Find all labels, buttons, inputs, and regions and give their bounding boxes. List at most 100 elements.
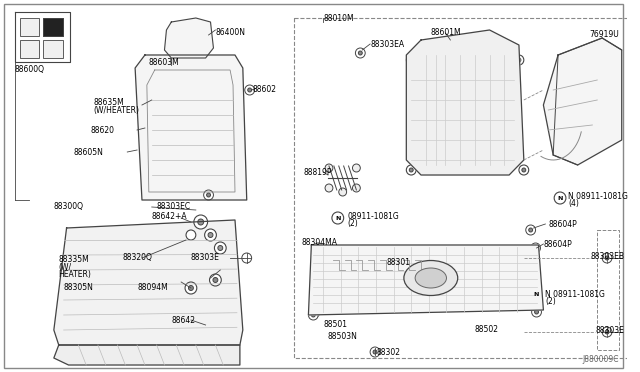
Circle shape xyxy=(409,58,413,62)
Text: 88503N: 88503N xyxy=(328,332,358,341)
Circle shape xyxy=(244,85,255,95)
Polygon shape xyxy=(54,345,240,365)
Circle shape xyxy=(213,278,218,282)
Circle shape xyxy=(406,55,416,65)
Bar xyxy=(597,230,619,350)
Circle shape xyxy=(208,232,213,237)
Text: 88303EB: 88303EB xyxy=(591,252,625,261)
Ellipse shape xyxy=(404,260,458,295)
Polygon shape xyxy=(543,38,621,165)
Circle shape xyxy=(185,282,196,294)
Text: (2): (2) xyxy=(545,297,556,306)
Circle shape xyxy=(308,310,318,320)
Circle shape xyxy=(358,51,362,55)
Text: 88605N: 88605N xyxy=(74,148,103,157)
Circle shape xyxy=(205,229,216,241)
Circle shape xyxy=(214,242,226,254)
Text: (2): (2) xyxy=(348,219,358,228)
Circle shape xyxy=(310,307,320,317)
Bar xyxy=(20,18,39,36)
Text: 88635M: 88635M xyxy=(93,98,124,107)
Ellipse shape xyxy=(415,268,447,288)
Circle shape xyxy=(529,245,538,255)
Circle shape xyxy=(316,246,320,250)
Circle shape xyxy=(534,310,538,314)
Text: 88303E: 88303E xyxy=(191,253,220,262)
Text: N: N xyxy=(557,196,563,201)
Bar xyxy=(43,40,63,58)
Text: 08911-1081G: 08911-1081G xyxy=(348,212,399,221)
Circle shape xyxy=(332,212,344,224)
Circle shape xyxy=(325,184,333,192)
Circle shape xyxy=(531,243,540,253)
Text: HEATER): HEATER) xyxy=(59,270,92,279)
Polygon shape xyxy=(406,30,524,175)
Text: 88303EA: 88303EA xyxy=(370,40,404,49)
Circle shape xyxy=(514,55,524,65)
Circle shape xyxy=(605,330,609,334)
Circle shape xyxy=(605,256,609,260)
Circle shape xyxy=(311,313,316,317)
Circle shape xyxy=(353,184,360,192)
Text: N: N xyxy=(534,292,540,298)
Circle shape xyxy=(529,228,532,232)
Circle shape xyxy=(373,350,377,354)
Circle shape xyxy=(355,48,365,58)
Circle shape xyxy=(325,164,333,172)
Text: 88303E: 88303E xyxy=(596,326,625,335)
Circle shape xyxy=(314,243,323,253)
Circle shape xyxy=(209,274,221,286)
Text: N 08911-1081G: N 08911-1081G xyxy=(568,192,628,201)
Circle shape xyxy=(602,327,612,337)
Text: 88604P: 88604P xyxy=(548,220,577,229)
Text: N 08911-1081G: N 08911-1081G xyxy=(545,290,605,299)
Text: 88602: 88602 xyxy=(253,85,276,94)
Bar xyxy=(294,18,640,358)
Circle shape xyxy=(526,225,536,235)
Circle shape xyxy=(186,230,196,240)
Circle shape xyxy=(406,165,416,175)
Text: 88302: 88302 xyxy=(377,348,401,357)
Text: 88303EC: 88303EC xyxy=(157,202,191,211)
Circle shape xyxy=(353,164,360,172)
Text: (W/: (W/ xyxy=(59,263,72,272)
Circle shape xyxy=(248,88,252,92)
Polygon shape xyxy=(54,220,243,345)
Bar xyxy=(43,18,63,36)
Circle shape xyxy=(194,215,207,229)
Text: 88642+A: 88642+A xyxy=(152,212,188,221)
Polygon shape xyxy=(135,55,247,200)
Text: 88620: 88620 xyxy=(90,126,114,135)
Circle shape xyxy=(531,289,543,301)
Text: 88304MA: 88304MA xyxy=(301,238,337,247)
Circle shape xyxy=(519,165,529,175)
Polygon shape xyxy=(308,245,543,315)
Text: 88603M: 88603M xyxy=(149,58,180,67)
Circle shape xyxy=(409,168,413,172)
Bar xyxy=(20,40,39,58)
Circle shape xyxy=(370,347,380,357)
Text: 88094M: 88094M xyxy=(137,283,168,292)
Text: 88305N: 88305N xyxy=(63,283,93,292)
Text: 88601M: 88601M xyxy=(431,28,461,37)
Text: 86400N: 86400N xyxy=(216,28,245,37)
Circle shape xyxy=(522,168,526,172)
Text: 88300Q: 88300Q xyxy=(54,202,84,211)
Text: N: N xyxy=(335,215,340,221)
Polygon shape xyxy=(164,18,214,58)
Text: 88501: 88501 xyxy=(323,320,347,329)
Circle shape xyxy=(218,246,223,250)
Text: 88819P: 88819P xyxy=(303,168,332,177)
Circle shape xyxy=(242,253,252,263)
Circle shape xyxy=(534,246,538,250)
Circle shape xyxy=(204,190,214,200)
Text: 88600Q: 88600Q xyxy=(14,65,44,74)
Text: 88642: 88642 xyxy=(172,316,195,325)
Circle shape xyxy=(198,219,204,225)
Circle shape xyxy=(532,307,541,317)
Text: 88502: 88502 xyxy=(475,325,499,334)
Circle shape xyxy=(554,192,566,204)
Circle shape xyxy=(314,310,317,314)
Text: 76919U: 76919U xyxy=(589,30,619,39)
Text: J880009C: J880009C xyxy=(582,355,619,364)
